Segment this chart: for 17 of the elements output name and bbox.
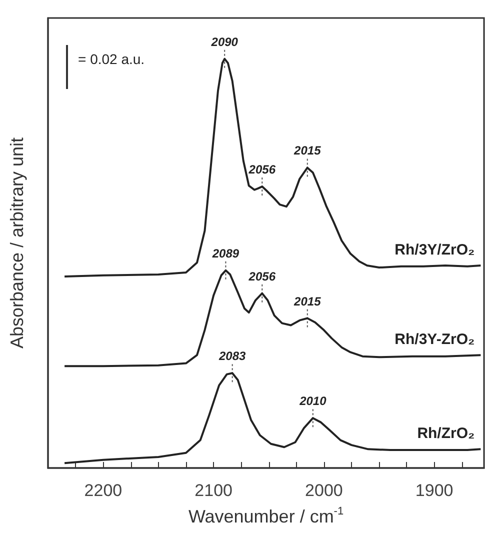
annotation: 2015 [293,144,322,158]
annotation: = 0.02 a.u. [78,51,145,67]
annotation: 2015 [293,294,322,308]
x-tick-label: 2100 [194,481,232,500]
annotation: 2089 [211,246,240,260]
y-axis-title: Absorbance / arbitrary unit [7,137,27,349]
series-label: Rh/3Y/ZrO₂ [394,242,475,258]
annotation: 2083 [218,349,246,364]
series-label: Rh/3Y-ZrO₂ [394,331,475,348]
annotation: 2056 [248,162,276,177]
annotation: 2056 [248,269,276,284]
x-tick-label: 2000 [305,481,343,500]
annotation: 2090 [210,34,238,49]
annotation: 2010 [298,394,327,408]
series-label: Rh/ZrO₂ [417,425,475,442]
x-tick-label: 1900 [415,481,454,500]
x-tick-label: 2200 [84,481,122,500]
